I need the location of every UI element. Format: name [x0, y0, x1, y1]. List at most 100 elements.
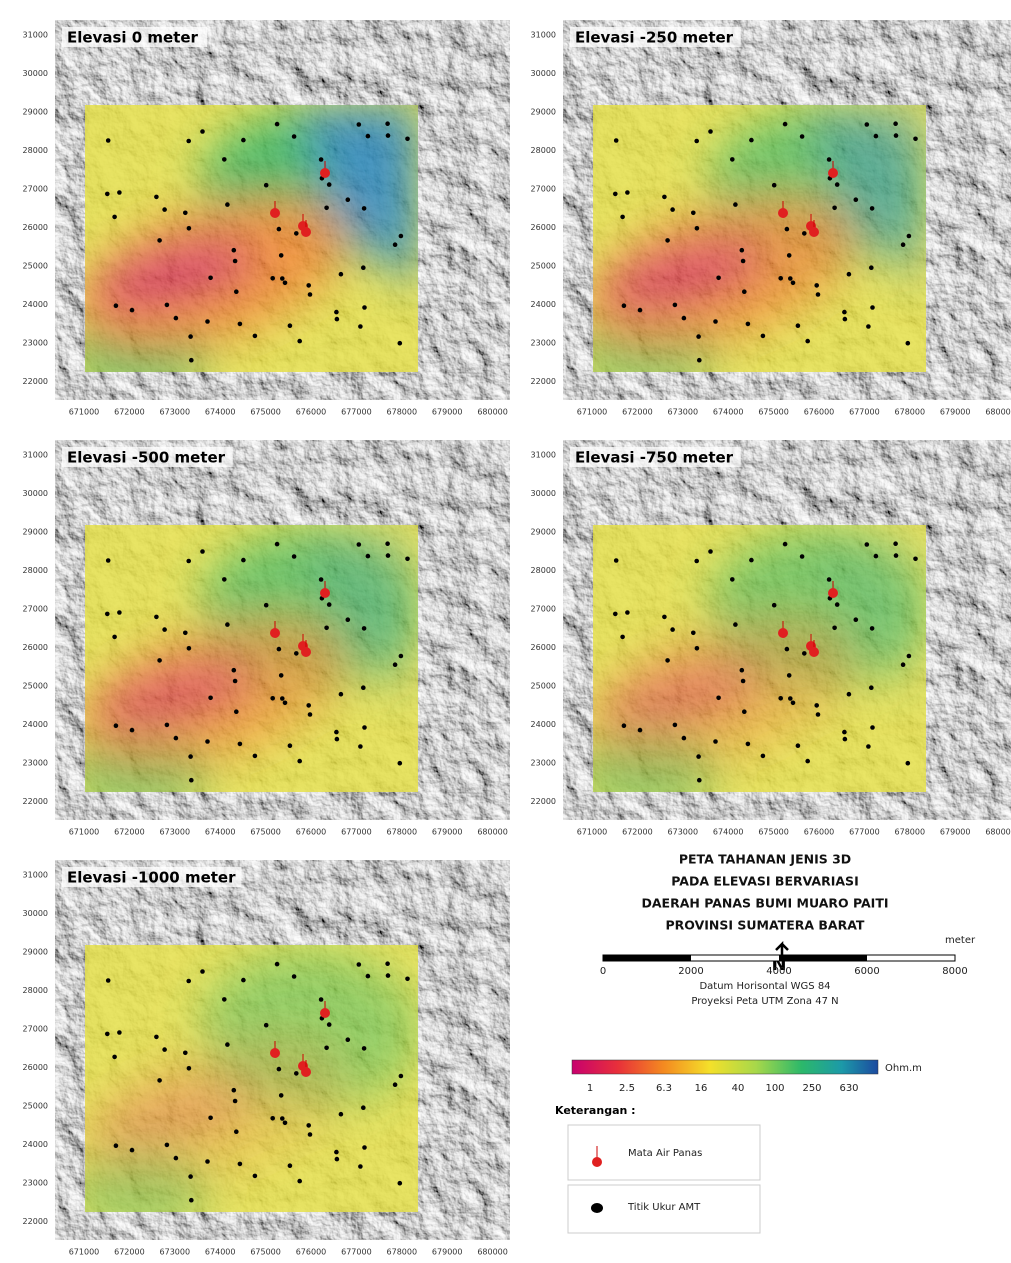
- y-tick-label: 26000: [23, 1063, 48, 1072]
- amt-point: [232, 258, 238, 264]
- amt-point: [893, 133, 899, 138]
- panel-title: Elevasi -1000 meter: [67, 869, 236, 887]
- amt-point: [853, 617, 859, 622]
- amt-point: [318, 577, 324, 582]
- amt-point: [186, 978, 191, 984]
- amt-point: [716, 275, 721, 281]
- y-tick-label: 23000: [531, 759, 556, 768]
- amt-point: [365, 553, 371, 559]
- amt-point: [183, 1050, 188, 1056]
- hot-spring: [320, 168, 330, 178]
- amt-point: [334, 316, 340, 322]
- x-tick-label: 678000: [387, 828, 418, 837]
- amt-point: [208, 275, 213, 281]
- amt-point: [157, 658, 162, 663]
- amt-point: [361, 265, 366, 271]
- amt-point: [234, 289, 239, 295]
- map-panel: Elevasi -250 meter 31000 30000 29000 28000 27…: [531, 20, 1011, 417]
- hot-spring: [828, 168, 838, 178]
- amt-point: [208, 1115, 213, 1121]
- amt-point: [276, 646, 282, 652]
- amt-point: [913, 556, 918, 562]
- amt-point: [826, 157, 832, 162]
- amt-point: [345, 1037, 351, 1042]
- amt-point: [621, 303, 627, 309]
- amt-point: [713, 739, 718, 744]
- amt-point: [306, 703, 312, 708]
- amt-point: [392, 1082, 398, 1087]
- amt-point: [846, 271, 852, 277]
- y-tick-label: 28000: [23, 566, 48, 575]
- amt-point: [672, 302, 678, 308]
- amt-point: [749, 137, 754, 143]
- y-tick-label: 26000: [531, 643, 556, 652]
- resistivity-map: [85, 105, 418, 372]
- amt-point: [905, 760, 911, 766]
- amt-point: [241, 557, 246, 563]
- amt-point: [834, 182, 840, 187]
- amt-point: [742, 289, 747, 295]
- amt-point: [356, 962, 362, 967]
- amt-point: [405, 136, 410, 142]
- amt-point: [620, 634, 625, 640]
- colorbar-label: 1: [587, 1083, 593, 1094]
- x-tick-label: 672000: [114, 408, 145, 417]
- y-tick-label: 22000: [23, 377, 48, 386]
- amt-point: [708, 549, 713, 554]
- amt-point: [637, 307, 643, 313]
- legend-symbol: [592, 1157, 602, 1167]
- amt-point: [771, 602, 777, 608]
- y-tick-label: 24000: [23, 1140, 48, 1149]
- amt-point: [282, 280, 288, 286]
- amt-point: [105, 1031, 110, 1037]
- amt-point: [802, 651, 807, 656]
- amt-point: [324, 625, 329, 631]
- amt-point: [113, 303, 119, 309]
- x-tick-label: 678000: [387, 1248, 418, 1257]
- amt-point: [324, 205, 329, 211]
- amt-point: [745, 741, 751, 747]
- x-tick-label: 680000: [477, 1248, 508, 1257]
- amt-point: [625, 190, 630, 195]
- amt-point: [164, 722, 170, 728]
- amt-point: [760, 333, 766, 339]
- x-tick-label: 676000: [296, 408, 327, 417]
- amt-point: [252, 333, 258, 339]
- amt-point: [392, 662, 398, 667]
- amt-point: [270, 1116, 276, 1121]
- amt-point: [318, 157, 324, 162]
- amt-point: [613, 138, 619, 143]
- x-tick-label: 671000: [69, 1248, 100, 1257]
- x-tick-label: 673000: [160, 408, 191, 417]
- legend-item: Mata Air Panas: [628, 1148, 702, 1159]
- x-tick-label: 680000: [985, 828, 1011, 837]
- amt-point: [869, 265, 874, 271]
- amt-point: [234, 709, 239, 714]
- amt-point: [795, 323, 801, 329]
- amt-point: [287, 743, 293, 748]
- red-zone: [92, 238, 258, 312]
- blue-zone: [808, 525, 926, 710]
- amt-point: [398, 233, 404, 239]
- amt-point: [745, 321, 751, 327]
- amt-point: [778, 276, 783, 281]
- amt-point: [358, 324, 363, 329]
- legend: PETA TAHANAN JENIS 3D PADA ELEVASI BERVA…: [555, 852, 976, 1234]
- amt-point: [733, 622, 738, 627]
- amt-point: [188, 754, 193, 759]
- amt-point: [237, 321, 243, 327]
- x-tick-label: 679000: [940, 408, 971, 417]
- amt-point: [326, 602, 332, 607]
- y-tick-label: 27000: [531, 185, 556, 194]
- y-tick-label: 30000: [531, 69, 556, 78]
- y-tick-label: 26000: [531, 223, 556, 232]
- amt-point: [263, 602, 269, 608]
- amt-point: [306, 1123, 312, 1128]
- colorbar-label: 250: [802, 1083, 821, 1094]
- amt-point: [297, 1178, 303, 1184]
- amt-point: [162, 627, 167, 632]
- scale-label: 2000: [678, 966, 703, 977]
- amt-point: [270, 696, 276, 701]
- amt-point: [405, 976, 410, 982]
- amt-point: [739, 667, 745, 673]
